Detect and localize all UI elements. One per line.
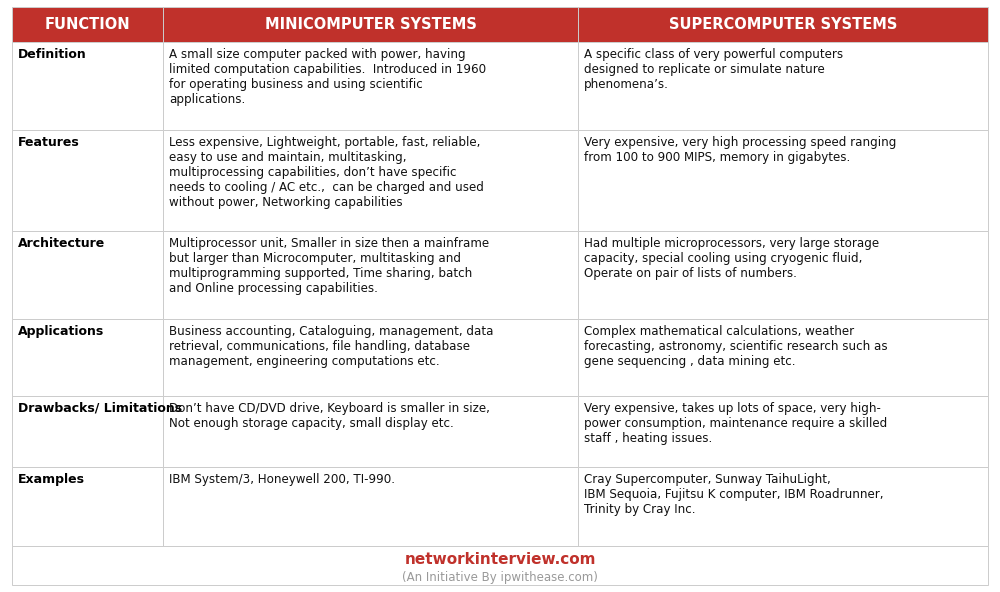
Text: Less expensive, Lightweight, portable, fast, reliable,
easy to use and maintain,: Less expensive, Lightweight, portable, f… xyxy=(169,136,484,209)
Text: Features: Features xyxy=(18,136,80,149)
Bar xyxy=(12,320,163,396)
Text: SUPERCOMPUTER SYSTEMS: SUPERCOMPUTER SYSTEMS xyxy=(669,17,897,32)
Text: Definition: Definition xyxy=(18,48,87,61)
Bar xyxy=(578,42,988,130)
Bar xyxy=(578,231,988,320)
Text: (An Initiative By ipwithease.com): (An Initiative By ipwithease.com) xyxy=(402,571,598,584)
Text: Very expensive, very high processing speed ranging
from 100 to 900 MIPS, memory : Very expensive, very high processing spe… xyxy=(584,136,896,164)
Bar xyxy=(578,396,988,466)
Bar xyxy=(163,7,578,42)
Bar xyxy=(163,130,578,231)
Bar xyxy=(12,396,163,466)
Bar xyxy=(12,546,988,585)
Bar xyxy=(12,7,163,42)
Bar xyxy=(163,320,578,396)
Text: Architecture: Architecture xyxy=(18,237,105,250)
Bar xyxy=(163,231,578,320)
Bar xyxy=(578,320,988,396)
Text: Very expensive, takes up lots of space, very high-
power consumption, maintenanc: Very expensive, takes up lots of space, … xyxy=(584,402,887,445)
Bar xyxy=(12,130,163,231)
Text: networkinterview.com: networkinterview.com xyxy=(404,552,596,567)
Text: Applications: Applications xyxy=(18,326,104,339)
Bar xyxy=(163,42,578,130)
Text: IBM System/3, Honeywell 200, TI-990.: IBM System/3, Honeywell 200, TI-990. xyxy=(169,472,395,485)
Text: Multiprocessor unit, Smaller in size then a mainframe
but larger than Microcompu: Multiprocessor unit, Smaller in size the… xyxy=(169,237,489,295)
Text: Drawbacks/ Limitations: Drawbacks/ Limitations xyxy=(18,402,182,415)
Text: Examples: Examples xyxy=(18,472,85,485)
Bar xyxy=(163,466,578,546)
Text: Cray Supercomputer, Sunway TaihuLight,
IBM Sequoia, Fujitsu K computer, IBM Road: Cray Supercomputer, Sunway TaihuLight, I… xyxy=(584,472,884,516)
Bar xyxy=(12,466,163,546)
Bar xyxy=(578,466,988,546)
Text: Business accounting, Cataloguing, management, data
retrieval, communications, fi: Business accounting, Cataloguing, manage… xyxy=(169,326,494,368)
Text: MINICOMPUTER SYSTEMS: MINICOMPUTER SYSTEMS xyxy=(265,17,477,32)
Text: Complex mathematical calculations, weather
forecasting, astronomy, scientific re: Complex mathematical calculations, weath… xyxy=(584,326,888,368)
Bar xyxy=(12,231,163,320)
Text: A specific class of very powerful computers
designed to replicate or simulate na: A specific class of very powerful comput… xyxy=(584,48,843,91)
Bar xyxy=(578,130,988,231)
Text: Don’t have CD/DVD drive, Keyboard is smaller in size,
Not enough storage capacit: Don’t have CD/DVD drive, Keyboard is sma… xyxy=(169,402,490,430)
Bar xyxy=(163,396,578,466)
Bar xyxy=(12,42,163,130)
Bar xyxy=(578,7,988,42)
Text: FUNCTION: FUNCTION xyxy=(45,17,130,32)
Text: A small size computer packed with power, having
limited computation capabilities: A small size computer packed with power,… xyxy=(169,48,486,106)
Text: Had multiple microprocessors, very large storage
capacity, special cooling using: Had multiple microprocessors, very large… xyxy=(584,237,879,280)
